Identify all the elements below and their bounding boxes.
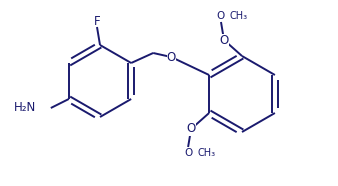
Text: CH₃: CH₃ (230, 11, 248, 21)
Text: O: O (217, 11, 225, 21)
Text: O: O (219, 33, 228, 46)
Text: H₂N: H₂N (14, 100, 36, 113)
Text: O: O (187, 123, 196, 135)
Text: O: O (167, 51, 176, 63)
Text: F: F (94, 15, 100, 28)
Text: O: O (184, 148, 192, 158)
Text: CH₃: CH₃ (197, 148, 215, 158)
